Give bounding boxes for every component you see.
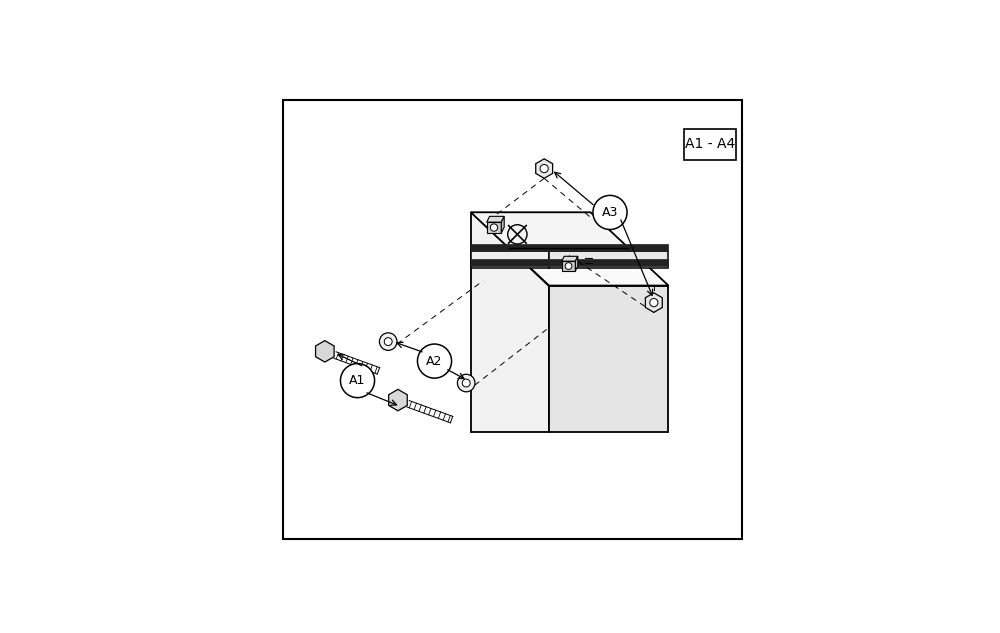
Text: A3: A3 bbox=[602, 206, 618, 219]
Circle shape bbox=[462, 379, 470, 387]
Circle shape bbox=[340, 363, 375, 398]
Circle shape bbox=[384, 337, 392, 346]
Polygon shape bbox=[471, 244, 549, 251]
Polygon shape bbox=[549, 285, 668, 432]
Polygon shape bbox=[575, 256, 578, 271]
Polygon shape bbox=[549, 251, 668, 268]
Polygon shape bbox=[549, 259, 668, 266]
Polygon shape bbox=[549, 244, 668, 251]
Polygon shape bbox=[389, 389, 407, 411]
Polygon shape bbox=[471, 251, 549, 268]
FancyBboxPatch shape bbox=[684, 128, 736, 160]
Polygon shape bbox=[536, 159, 553, 179]
Circle shape bbox=[593, 196, 627, 230]
Polygon shape bbox=[562, 261, 575, 271]
Circle shape bbox=[457, 374, 475, 392]
Polygon shape bbox=[471, 213, 668, 285]
Text: A1: A1 bbox=[349, 374, 366, 387]
Polygon shape bbox=[471, 213, 549, 432]
Circle shape bbox=[650, 299, 658, 307]
Polygon shape bbox=[501, 216, 504, 233]
Polygon shape bbox=[316, 341, 334, 362]
Polygon shape bbox=[487, 216, 504, 222]
Circle shape bbox=[490, 224, 498, 231]
Polygon shape bbox=[471, 213, 632, 251]
Polygon shape bbox=[562, 256, 578, 261]
Circle shape bbox=[379, 333, 397, 351]
Text: A1 - A4: A1 - A4 bbox=[685, 137, 735, 151]
Polygon shape bbox=[487, 222, 501, 233]
Polygon shape bbox=[645, 293, 662, 312]
Circle shape bbox=[417, 344, 452, 378]
Circle shape bbox=[565, 263, 572, 270]
Text: A2: A2 bbox=[426, 354, 443, 368]
Circle shape bbox=[540, 165, 548, 173]
Polygon shape bbox=[471, 259, 549, 266]
